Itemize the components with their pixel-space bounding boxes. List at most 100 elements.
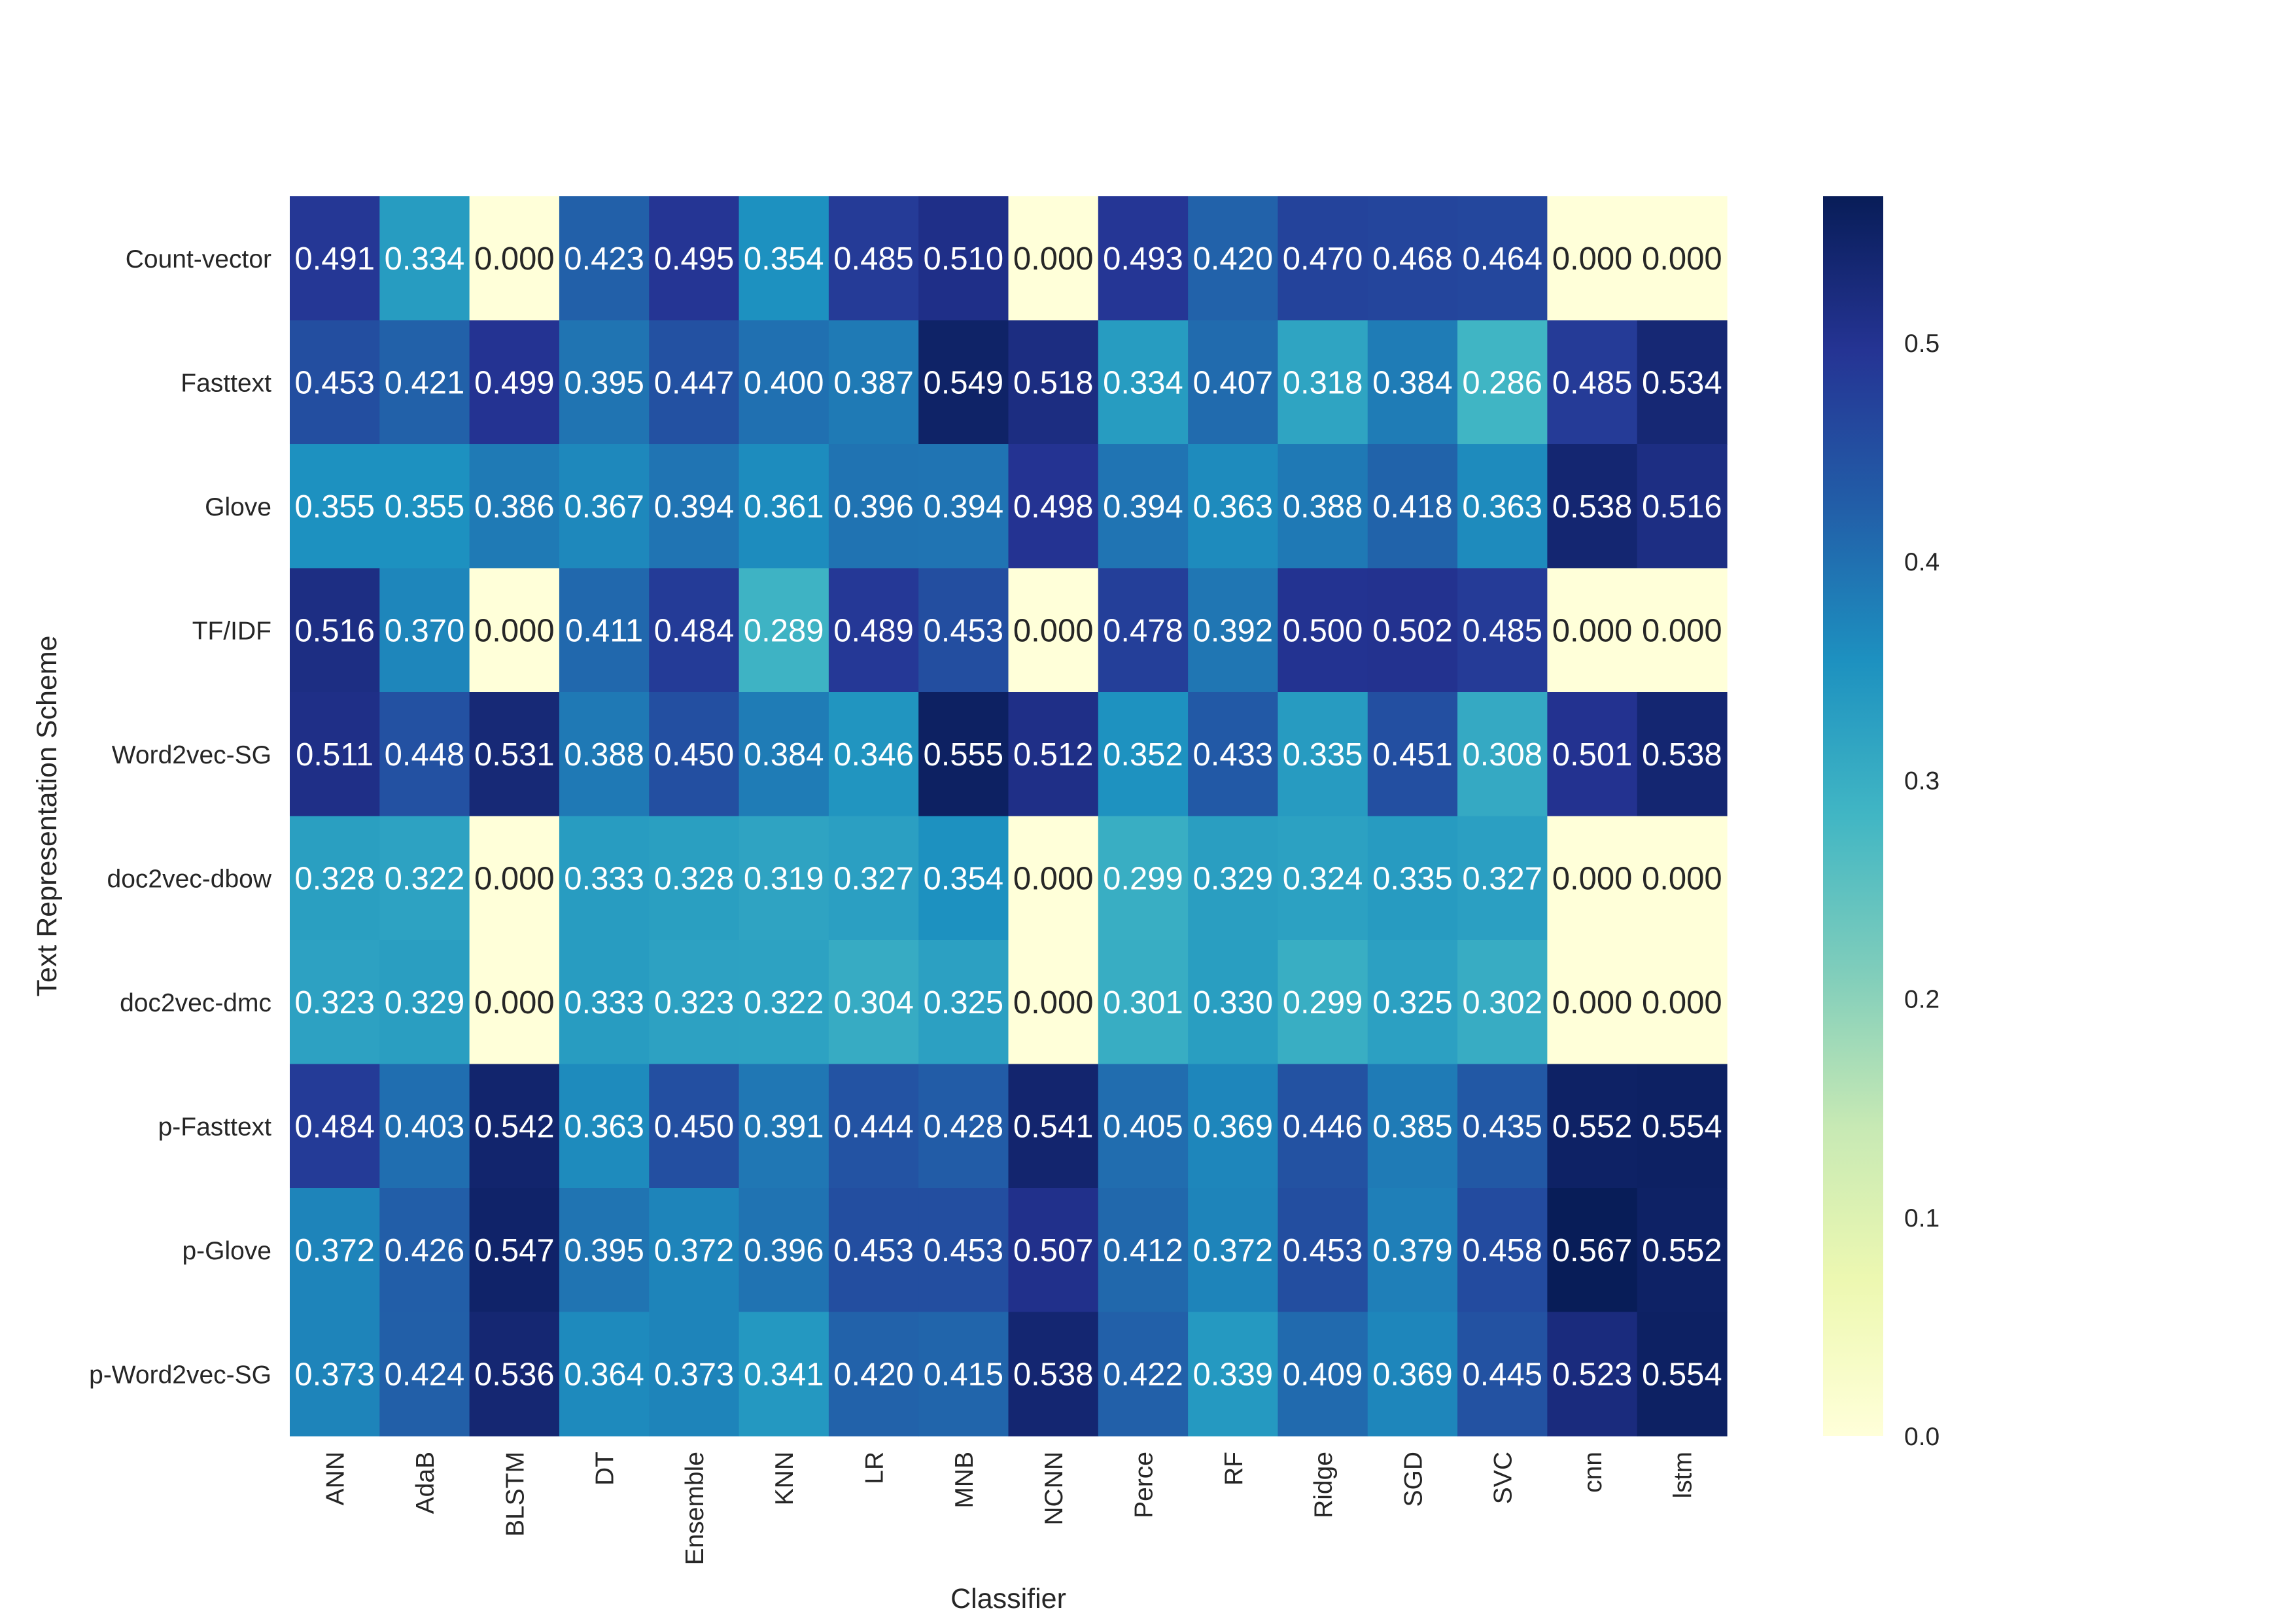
heatmap-cell: [1637, 444, 1728, 569]
heatmap-cell-label: 0.453: [924, 613, 1004, 648]
heatmap-cell-label: 0.363: [1192, 489, 1273, 525]
heatmap-cell-label: 0.511: [296, 737, 374, 773]
heatmap-cell: [649, 1312, 740, 1437]
heatmap-cell-label: 0.415: [924, 1357, 1004, 1392]
heatmap-cell: [1098, 444, 1189, 569]
heatmap-cell: [1637, 1312, 1728, 1437]
heatmap-cell-label: 0.516: [1642, 489, 1722, 525]
heatmap-cell-label: 0.364: [564, 1357, 644, 1392]
heatmap-cell-label: 0.341: [744, 1357, 824, 1392]
heatmap-cell-label: 0.324: [1283, 861, 1363, 896]
heatmap-cell-label: 0.388: [564, 737, 644, 773]
heatmap-cell-label: 0.335: [1372, 861, 1453, 896]
heatmap-cell-label: 0.485: [833, 241, 914, 277]
heatmap-cell: [1278, 1312, 1368, 1437]
heatmap-cell-label: 0.363: [564, 1109, 644, 1144]
heatmap-cell-label: 0.302: [1462, 985, 1542, 1021]
heatmap-cell-label: 0.000: [1552, 985, 1633, 1021]
heatmap-cell: [1547, 568, 1638, 693]
heatmap-cell-label: 0.354: [744, 241, 824, 277]
heatmap-cell-label: 0.507: [1013, 1233, 1094, 1268]
x-tick-label: DT: [591, 1452, 619, 1486]
heatmap-cell: [1278, 816, 1368, 941]
heatmap-cell: [559, 320, 650, 445]
colorbar-tick-label: 0.3: [1904, 767, 1939, 795]
heatmap-cell-label: 0.394: [924, 489, 1004, 525]
heatmap-cell: [290, 320, 380, 445]
heatmap-cell-label: 0.447: [654, 365, 735, 400]
x-tick-label: LR: [861, 1452, 889, 1484]
heatmap-cell: [918, 1312, 1009, 1437]
heatmap-cell: [1278, 940, 1368, 1065]
heatmap-cell-label: 0.549: [924, 365, 1004, 400]
heatmap-cell-label: 0.335: [1283, 737, 1363, 773]
heatmap-cell: [828, 568, 919, 693]
heatmap-cell: [1008, 320, 1099, 445]
heatmap-cell: [739, 1312, 829, 1437]
heatmap-cell-label: 0.328: [294, 861, 375, 896]
heatmap-cell: [469, 1064, 560, 1189]
heatmap-cell-label: 0.538: [1642, 737, 1722, 773]
heatmap-cell-label: 0.538: [1552, 489, 1633, 525]
heatmap-cell: [1637, 196, 1728, 321]
heatmap-cell-label: 0.385: [1372, 1109, 1453, 1144]
heatmap-cell: [290, 1188, 380, 1313]
heatmap-cell-label: 0.405: [1103, 1109, 1183, 1144]
x-tick-label: AdaB: [411, 1452, 440, 1514]
heatmap-cell-label: 0.354: [924, 861, 1004, 896]
heatmap-cell: [290, 1064, 380, 1189]
x-tick-label: Ridge: [1310, 1452, 1338, 1518]
heatmap-cell-label: 0.387: [833, 365, 914, 400]
heatmap-cell: [559, 568, 650, 693]
heatmap-cell-label: 0.372: [1192, 1233, 1273, 1268]
heatmap-cell: [649, 816, 740, 941]
heatmap-cell-label: 0.468: [1372, 241, 1453, 277]
heatmap-cell: [1457, 1188, 1548, 1313]
heatmap-cell-label: 0.330: [1192, 985, 1273, 1021]
heatmap-cell-label: 0.396: [833, 489, 914, 525]
heatmap-cell: [1637, 816, 1728, 941]
heatmap-cell: [469, 196, 560, 321]
heatmap-cell: [290, 692, 380, 817]
heatmap-cell-label: 0.485: [1552, 365, 1633, 400]
heatmap-cell-label: 0.484: [654, 613, 735, 648]
heatmap-cell: [1367, 320, 1458, 445]
heatmap-cell: [1457, 1312, 1548, 1437]
heatmap-cell: [828, 196, 919, 321]
heatmap-cell-label: 0.512: [1013, 737, 1094, 773]
heatmap-cell-label: 0.451: [1372, 737, 1453, 773]
heatmap-cell: [290, 444, 380, 569]
heatmap-cell-label: 0.334: [385, 241, 465, 277]
heatmap-cell-label: 0.299: [1103, 861, 1183, 896]
heatmap-cell: [379, 196, 470, 321]
x-tick-label: BLSTM: [501, 1452, 529, 1537]
heatmap-cell-label: 0.495: [654, 241, 735, 277]
heatmap-cell: [918, 1188, 1009, 1313]
heatmap-cell: [918, 1064, 1009, 1189]
y-tick-label: Word2vec-SG: [112, 741, 271, 769]
heatmap-cell: [1008, 940, 1099, 1065]
heatmap-cell: [290, 1312, 380, 1437]
heatmap-cell-label: 0.502: [1372, 613, 1453, 648]
heatmap-cell-label: 0.379: [1372, 1233, 1453, 1268]
heatmap-cell-label: 0.542: [474, 1109, 555, 1144]
heatmap-cell-label: 0.567: [1552, 1233, 1633, 1268]
heatmap-cell: [1457, 444, 1548, 569]
heatmap-cell: [1098, 1064, 1189, 1189]
heatmap-cell: [1547, 940, 1638, 1065]
heatmap-cell: [1098, 320, 1189, 445]
heatmap-cell: [469, 320, 560, 445]
heatmap-cell-label: 0.396: [744, 1233, 824, 1268]
heatmap-cell-label: 0.453: [924, 1233, 1004, 1268]
heatmap-cell-label: 0.322: [385, 861, 465, 896]
heatmap-cell-label: 0.395: [564, 365, 644, 400]
heatmap-cell: [649, 692, 740, 817]
heatmap-cell-label: 0.518: [1013, 365, 1094, 400]
heatmap-cell: [379, 320, 470, 445]
heatmap-cell-label: 0.334: [1103, 365, 1183, 400]
heatmap-cell-label: 0.422: [1103, 1357, 1183, 1392]
heatmap-cell: [1278, 196, 1368, 321]
heatmap-cell: [1098, 692, 1189, 817]
heatmap-cell: [1188, 692, 1279, 817]
